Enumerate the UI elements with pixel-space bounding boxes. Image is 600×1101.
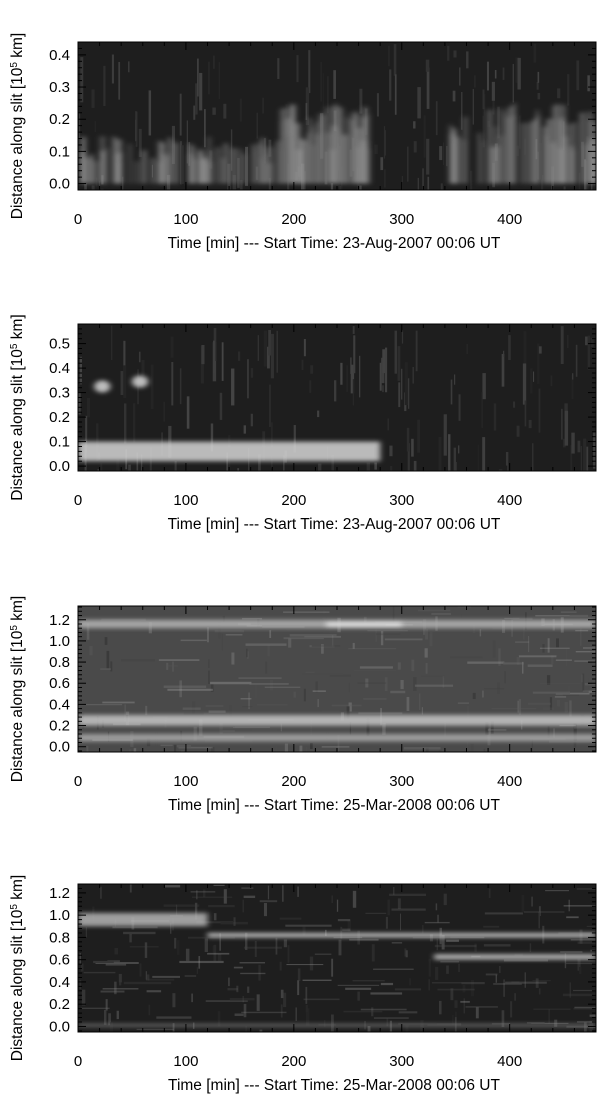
feature-0 xyxy=(78,912,208,927)
x-tick-label: 300 xyxy=(389,773,414,790)
x-tick-label: 200 xyxy=(281,773,306,790)
y-tick-label: 0.0 xyxy=(49,739,70,756)
x-tick-label: 100 xyxy=(173,773,198,790)
y-tick-label: 0.0 xyxy=(49,176,70,193)
x-tick-label: 0 xyxy=(74,1053,82,1070)
x-tick-label: 0 xyxy=(74,211,82,228)
feature-3 xyxy=(78,734,596,742)
y-axis-label: Distance along slit [105 km] xyxy=(9,596,27,782)
y-tick-label: 0.0 xyxy=(49,458,70,475)
x-axis: 0 100 200 300 400 xyxy=(74,42,597,228)
x-tick-label: 200 xyxy=(281,492,306,509)
x-axis-label: Time [min] --- Start Time: 25-Mar-2008 0… xyxy=(168,1077,500,1094)
x-tick-label: 400 xyxy=(497,1053,522,1070)
y-tick-label: 0.6 xyxy=(49,952,70,969)
heatmap-area xyxy=(78,42,596,190)
y-tick-label: 1.2 xyxy=(49,885,70,902)
x-tick-label: 200 xyxy=(281,211,306,228)
heatmap-features xyxy=(78,912,596,1027)
chart-panel-2: 0 100 200 300 400 0.0 0.1 0.2 0.3 0.4 0.5 Time [min… xyxy=(9,314,597,533)
y-tick-label: 0.2 xyxy=(49,718,70,735)
heatmap-area xyxy=(78,324,596,471)
x-axis: 0 100 200 300 400 xyxy=(74,324,597,509)
feature-0 xyxy=(79,136,273,184)
y-axis-label: Distance along slit [105 km] xyxy=(9,314,27,500)
y-tick-label: 0.3 xyxy=(49,385,70,402)
feature-1 xyxy=(275,103,371,184)
feature-2 xyxy=(448,103,596,184)
y-tick-label: 1.2 xyxy=(49,612,70,629)
x-tick-label: 400 xyxy=(497,492,522,509)
y-tick-label: 0.2 xyxy=(49,111,70,128)
x-axis-label: Time [min] --- Start Time: 23-Aug-2007 0… xyxy=(168,235,501,252)
x-tick-label: 100 xyxy=(173,211,198,228)
y-axis: 0.0 0.2 0.4 0.6 0.8 1.0 1.2 xyxy=(49,883,596,1035)
y-tick-label: 0.5 xyxy=(49,336,70,353)
x-tick-label: 400 xyxy=(497,211,522,228)
feature-0 xyxy=(78,441,381,462)
y-tick-label: 0.6 xyxy=(49,675,70,692)
feature-1 xyxy=(94,380,111,393)
x-tick-label: 300 xyxy=(389,1053,414,1070)
heatmap-background xyxy=(78,606,596,752)
y-axis: 0.0 0.2 0.4 0.6 0.8 1.0 1.2 xyxy=(49,606,596,756)
x-axis-label: Time [min] --- Start Time: 23-Aug-2007 0… xyxy=(168,516,501,533)
feature-3 xyxy=(78,1024,596,1027)
x-axis-label: Time [min] --- Start Time: 25-Mar-2008 0… xyxy=(168,797,500,814)
x-tick-label: 100 xyxy=(173,1053,198,1070)
y-tick-label: 0.1 xyxy=(49,143,70,160)
y-axis: 0.0 0.1 0.2 0.3 0.4 xyxy=(49,41,596,193)
x-tick-label: 100 xyxy=(173,492,198,509)
y-tick-label: 0.3 xyxy=(49,79,70,96)
y-tick-label: 0.2 xyxy=(49,996,70,1013)
x-tick-label: 200 xyxy=(281,1053,306,1070)
heatmap-features xyxy=(78,619,596,742)
y-tick-label: 0.4 xyxy=(49,974,70,991)
chart-panel-1: 0 100 200 300 400 0.0 0.1 0.2 0.3 0.4 Time [min] -… xyxy=(9,33,597,252)
y-tick-label: 0.4 xyxy=(49,360,70,377)
feature-2 xyxy=(131,375,149,388)
x-tick-label: 0 xyxy=(74,773,82,790)
feature-2 xyxy=(78,714,596,726)
heatmap-area xyxy=(78,606,596,752)
y-tick-label: 0.8 xyxy=(49,654,70,671)
y-axis: 0.0 0.1 0.2 0.3 0.4 0.5 xyxy=(49,323,596,475)
y-axis-label: Distance along slit [105 km] xyxy=(9,33,27,219)
x-tick-label: 300 xyxy=(389,211,414,228)
y-tick-label: 0.4 xyxy=(49,696,70,713)
feature-2 xyxy=(434,954,596,960)
heatmap-features xyxy=(78,375,381,462)
x-tick-label: 400 xyxy=(497,773,522,790)
y-tick-label: 0.0 xyxy=(49,1018,70,1035)
heatmap-area xyxy=(78,884,596,1032)
chart-panel-4: 0 100 200 300 400 0.0 0.2 0.4 0.6 0.8 1.0 1.2 Time [… xyxy=(9,875,597,1094)
y-tick-label: 0.2 xyxy=(49,409,70,426)
feature-1 xyxy=(326,621,402,628)
y-tick-label: 0.8 xyxy=(49,929,70,946)
x-tick-label: 300 xyxy=(389,492,414,509)
x-axis: 0 100 200 300 400 xyxy=(74,884,597,1070)
feature-1 xyxy=(207,932,596,938)
y-tick-label: 0.1 xyxy=(49,434,70,451)
x-axis: 0 100 200 300 400 xyxy=(74,606,597,790)
y-axis-label: Distance along slit [105 km] xyxy=(9,875,27,1061)
x-tick-label: 0 xyxy=(74,492,82,509)
y-tick-label: 0.4 xyxy=(49,47,70,64)
heatmap-features xyxy=(79,103,596,184)
y-tick-label: 1.0 xyxy=(49,633,70,650)
chart-panel-3: 0 100 200 300 400 0.0 0.2 0.4 0.6 0.8 1.0 1.2 Time [… xyxy=(9,596,597,814)
y-tick-label: 1.0 xyxy=(49,907,70,924)
